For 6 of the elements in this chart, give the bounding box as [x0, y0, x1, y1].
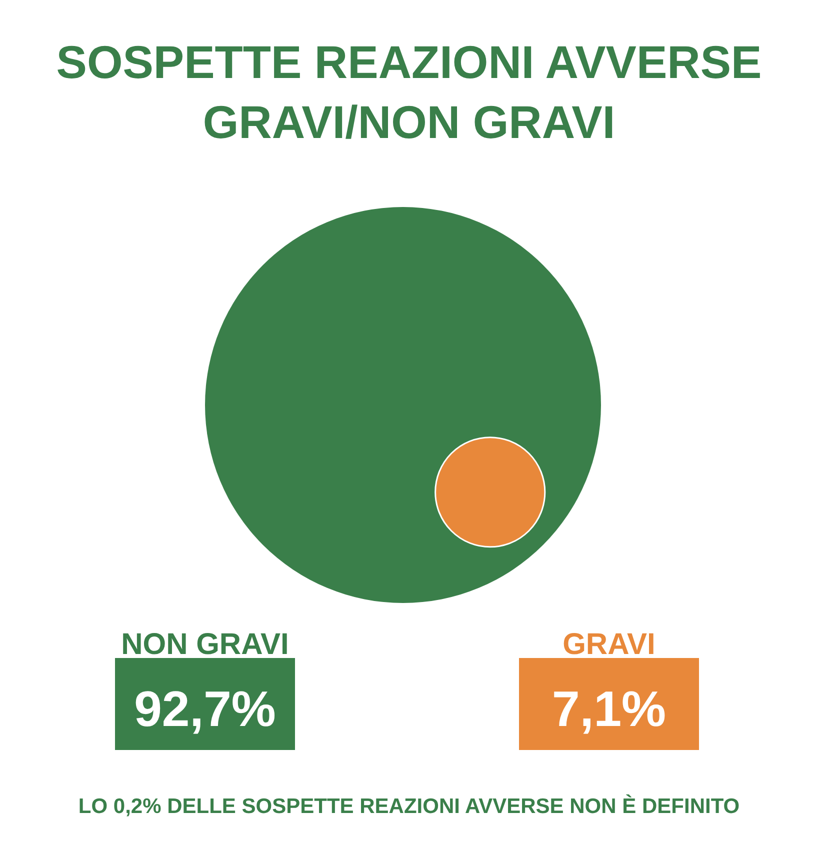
- category-label: GRAVI: [562, 628, 656, 661]
- category-label: NON GRAVI: [121, 628, 289, 661]
- text: LO 0,2% DELLE SOSPETTE REAZIONI AVVERSE NON È DEFINITO: [78, 794, 740, 818]
- text: SOSPETTE REAZIONI AVVERSE GRAVI/NON GRAVI: [56, 36, 762, 148]
- data-label: 92,7%: [134, 681, 276, 737]
- data-label: 7,1%: [552, 681, 666, 737]
